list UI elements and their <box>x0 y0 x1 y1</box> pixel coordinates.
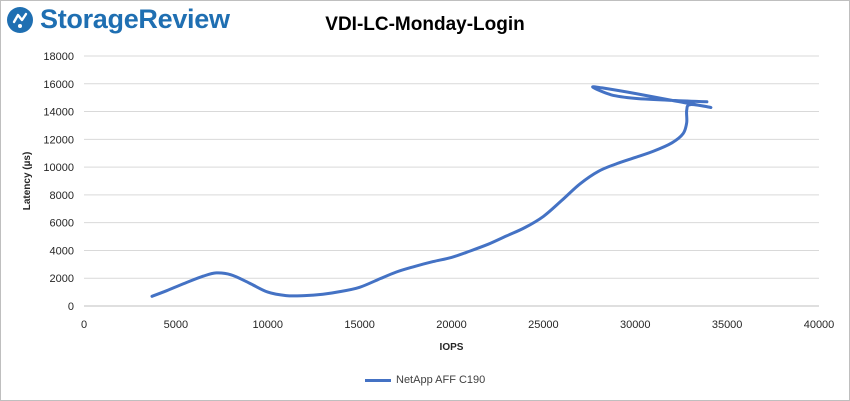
x-tick-label: 30000 <box>620 319 651 331</box>
legend-swatch <box>365 378 391 382</box>
y-tick-label: 14000 <box>43 107 74 119</box>
chart-title: VDI-LC-Monday-Login <box>325 14 525 35</box>
x-tick-label: 10000 <box>252 319 283 331</box>
brand-name: StorageReview <box>40 4 230 34</box>
y-tick-label: 10000 <box>43 162 74 174</box>
y-tick-label: 12000 <box>43 134 74 146</box>
x-tick-label: 25000 <box>528 319 559 331</box>
y-tick-label: 4000 <box>50 245 74 257</box>
x-tick-label: 20000 <box>436 319 467 331</box>
y-tick-label: 8000 <box>50 190 74 202</box>
y-axis-label: Latency (µs) <box>22 152 33 211</box>
x-tick-label: 15000 <box>344 319 375 331</box>
y-tick-label: 18000 <box>43 51 74 63</box>
chart-legend: NetApp AFF C190 <box>365 374 485 386</box>
series-line <box>150 85 713 298</box>
y-tick-label: 6000 <box>50 218 74 230</box>
x-axis-label: IOPS <box>440 342 464 353</box>
x-tick-label: 0 <box>81 319 87 331</box>
legend-label: NetApp AFF C190 <box>396 374 486 386</box>
storagereview-logo-icon <box>7 6 33 33</box>
y-tick-label: 16000 <box>43 79 74 91</box>
storagereview-logo: StorageReview <box>6 4 230 35</box>
y-tick-label: 0 <box>68 301 74 313</box>
x-tick-label: 5000 <box>164 319 188 331</box>
x-tick-label: 35000 <box>712 319 743 331</box>
y-tick-label: 2000 <box>50 273 74 285</box>
x-tick-label: 40000 <box>804 319 835 331</box>
